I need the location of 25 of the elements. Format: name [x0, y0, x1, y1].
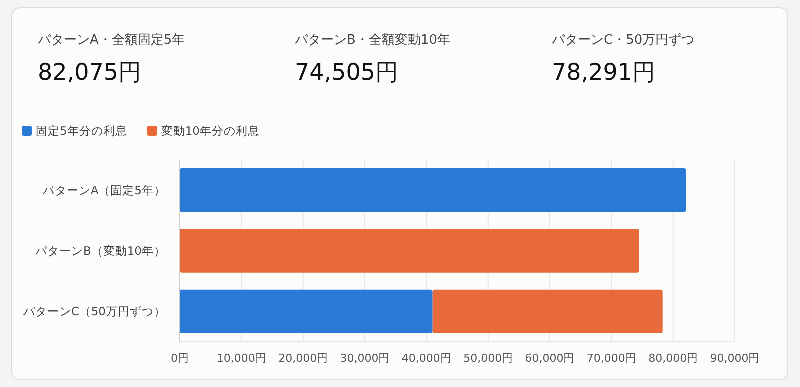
y-tick-label: パターンC（50万円ずつ）	[22, 304, 166, 319]
x-tick-label: 20,000円	[278, 352, 328, 365]
legend-label: 変動10年分の利息	[161, 124, 260, 138]
y-tick-label: パターンA（固定5年）	[42, 183, 166, 198]
x-tick-label: 10,000円	[216, 352, 266, 365]
text: パターンA・全額固定5年	[37, 33, 186, 48]
text: 78,291円	[552, 60, 656, 86]
text: パターンC・50万円ずつ	[551, 33, 695, 48]
bar	[180, 168, 686, 212]
legend-label: 固定5年分の利息	[36, 124, 128, 138]
text: 82,075円	[38, 60, 142, 86]
x-tick-label: 90,000円	[710, 352, 760, 365]
y-tick-label: パターンB（変動10年）	[34, 244, 166, 258]
x-tick-label: 50,000円	[464, 352, 514, 365]
x-tick-label: 70,000円	[586, 352, 636, 365]
text: 74,505円	[295, 60, 398, 86]
x-tick-label: 40,000円	[402, 352, 452, 365]
bar	[180, 290, 433, 334]
x-tick-label: 80,000円	[648, 352, 698, 365]
x-tick-label: 0円	[171, 352, 189, 365]
bar	[180, 229, 640, 273]
bar	[432, 290, 663, 334]
x-tick-label: 30,000円	[340, 352, 390, 365]
x-tick-label: 60,000円	[525, 352, 575, 365]
text: パターンB・全額変動10年	[294, 32, 450, 48]
